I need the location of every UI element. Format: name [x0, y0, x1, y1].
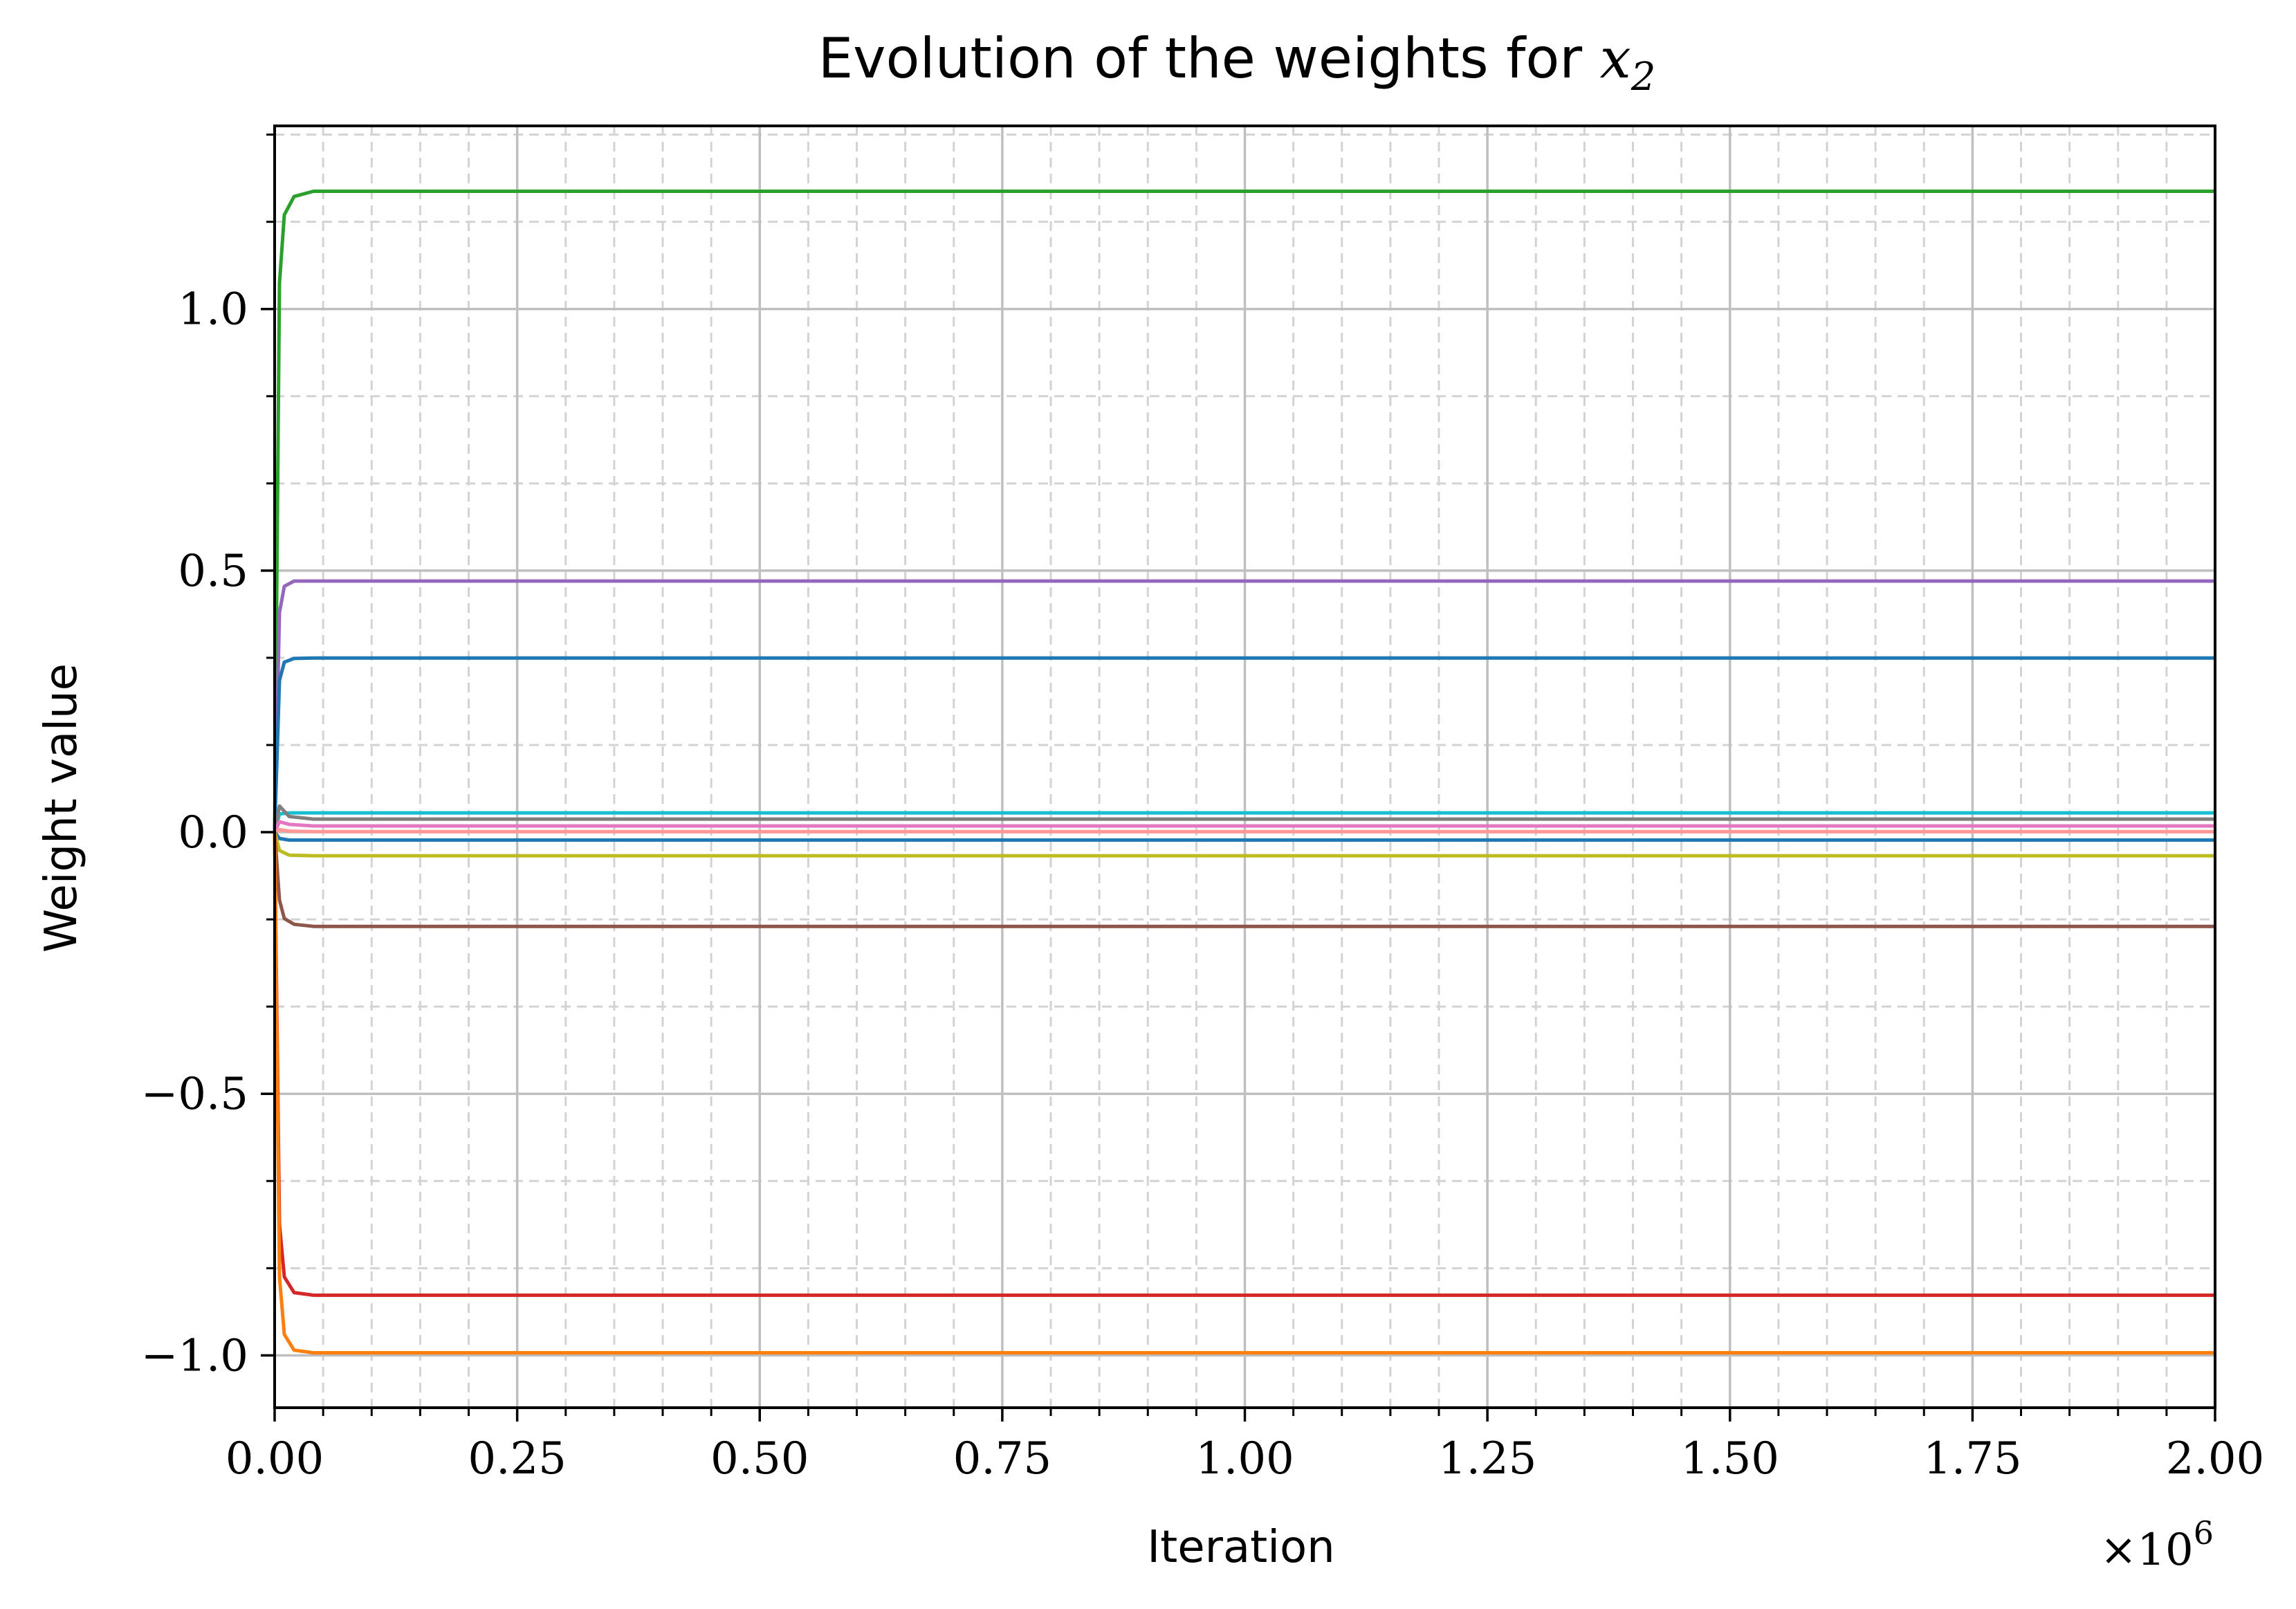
- y-tick-label: −0.5: [141, 1069, 248, 1120]
- x-tick-label: 0.50: [710, 1433, 809, 1484]
- series-line: [273, 831, 2215, 1355]
- minor-grid: [275, 126, 2215, 1408]
- title-math: x: [1600, 26, 1631, 91]
- x-axis-multiplier: ×106: [2100, 1514, 2214, 1576]
- y-axis-label: Weight value: [36, 663, 87, 953]
- series-line: [273, 831, 2215, 858]
- series-line: [273, 656, 2215, 833]
- x-tick-label: 1.00: [1195, 1433, 1294, 1484]
- series-line: [273, 831, 2215, 928]
- series-line: [273, 579, 2215, 833]
- x-tick-label: 1.75: [1923, 1433, 2022, 1484]
- chart-title: Evolution of the weights for x2: [818, 26, 1656, 100]
- series-line: [273, 820, 2215, 834]
- y-tick-label: 0.0: [178, 807, 248, 858]
- series-lines: [273, 190, 2215, 1355]
- x-axis-label: Iteration: [1147, 1522, 1334, 1573]
- x-tick-label: 0.25: [468, 1433, 567, 1484]
- axis-ticks: [261, 134, 2216, 1422]
- title-math-subscript: 2: [1631, 55, 1656, 100]
- series-line: [273, 827, 2215, 834]
- series-line: [273, 190, 2215, 833]
- tick-labels: 0.00 0.25 0.50 0.75 1.00 1.25 1.50 1.75 2.00 −1.0…: [141, 284, 2265, 1484]
- x-tick-label: 0.00: [226, 1433, 324, 1484]
- series-line: [273, 831, 2215, 842]
- y-tick-label: 1.0: [178, 284, 248, 335]
- x-tick-label: 1.50: [1681, 1433, 1780, 1484]
- x-tick-label: 1.25: [1438, 1433, 1537, 1484]
- y-tick-label: 0.5: [178, 546, 248, 597]
- x-axis-multiplier-exponent: 6: [2194, 1514, 2214, 1552]
- y-tick-label: −1.0: [141, 1330, 248, 1381]
- series-line: [273, 804, 2215, 833]
- x-tick-label: 0.75: [953, 1433, 1052, 1484]
- x-tick-label: 2.00: [2166, 1433, 2265, 1484]
